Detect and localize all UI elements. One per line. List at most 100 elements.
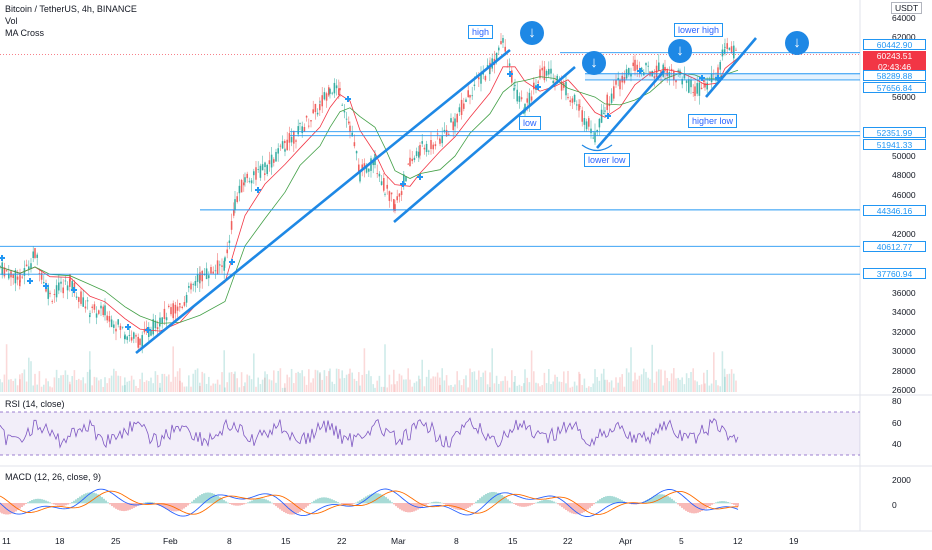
volume-bar — [448, 385, 450, 392]
volume-bar — [398, 373, 401, 392]
macd-histogram-bar — [67, 503, 69, 505]
ma-cross-indicator-label[interactable]: MA Cross — [5, 28, 45, 38]
volume-bar — [159, 387, 161, 392]
volume-bar — [214, 383, 217, 392]
price-level-label[interactable]: 51941.33 — [863, 139, 926, 150]
volume-bar — [621, 374, 623, 392]
price-tick: 32000 — [892, 327, 916, 337]
candle-body — [339, 88, 341, 91]
volume-bar — [598, 380, 601, 392]
candle-body — [581, 110, 583, 122]
symbol-title[interactable]: Bitcoin / TetherUS, 4h, BINANCE — [5, 4, 137, 14]
volume-bar — [277, 370, 279, 392]
macd-histogram-bar — [553, 501, 555, 504]
volume-bar — [0, 379, 1, 392]
candle-body — [119, 325, 122, 330]
macd-histogram-bar — [111, 503, 113, 507]
volume-bar — [518, 384, 521, 392]
macd-histogram-bar — [465, 503, 467, 509]
volume-bar — [268, 379, 271, 392]
volume-bar — [58, 378, 60, 392]
rsi-tick: 40 — [892, 439, 902, 449]
macd-histogram-bar — [667, 496, 669, 504]
candle-body — [58, 282, 60, 291]
volume-bar — [394, 384, 396, 392]
macd-histogram-bar — [257, 498, 259, 504]
candle-body — [273, 159, 275, 163]
volume-bar — [303, 376, 306, 392]
price-level-label[interactable]: 37760.94 — [863, 268, 926, 279]
time-tick: 11 — [2, 536, 11, 546]
volume-bar — [188, 375, 190, 392]
candle-body — [221, 265, 223, 267]
candle-body — [255, 167, 257, 180]
candle-body — [390, 192, 393, 195]
rsi-pane-title[interactable]: RSI (14, close) — [5, 399, 65, 409]
volume-bar — [733, 373, 735, 392]
volume-bar — [108, 378, 111, 392]
candle-body — [104, 305, 106, 316]
volume-bar — [569, 387, 571, 392]
candle-body — [117, 319, 119, 325]
price-tick: 56000 — [892, 92, 916, 102]
candle-body — [380, 181, 383, 185]
macd-histogram-bar — [33, 499, 35, 504]
candle-body — [124, 334, 126, 339]
volume-bar — [154, 371, 157, 392]
down-arrow-icon: ↓ — [520, 21, 544, 45]
candle-body — [210, 267, 212, 274]
candle-body — [55, 285, 58, 298]
macd-histogram-bar — [385, 497, 387, 504]
candle-body — [617, 77, 619, 80]
price-level-label[interactable]: 44346.16 — [863, 205, 926, 216]
price-level-label[interactable]: 60442.90 — [863, 39, 926, 50]
macd-histogram-bar — [491, 491, 493, 504]
volume-bar — [234, 371, 236, 392]
volume-bar — [600, 373, 603, 392]
volume-bar — [82, 377, 84, 392]
macd-histogram-bar — [285, 503, 287, 514]
volume-bar — [567, 370, 569, 392]
candle-body — [696, 83, 698, 94]
volume-bar — [413, 382, 416, 392]
macd-histogram-bar — [221, 498, 223, 504]
candle-body — [348, 121, 350, 124]
macd-histogram-bar — [269, 501, 271, 504]
volume-bar — [8, 379, 10, 392]
volume-bar — [393, 369, 395, 392]
macd-histogram-bar — [145, 502, 147, 504]
time-tick: 19 — [789, 536, 799, 546]
candle-body — [685, 80, 688, 83]
macd-histogram-bar — [669, 497, 671, 504]
volume-bar — [482, 372, 484, 392]
candle-body — [170, 307, 172, 315]
price-tick: 64000 — [892, 13, 916, 23]
currency-label[interactable]: USDT — [891, 2, 923, 14]
macd-histogram-bar — [311, 502, 313, 504]
macd-histogram-bar — [21, 503, 23, 507]
volume-bar — [319, 373, 321, 392]
price-level-label[interactable]: 40612.77 — [863, 241, 926, 252]
candle-body — [243, 182, 245, 186]
rsi-line — [0, 417, 739, 449]
macd-histogram-bar — [117, 503, 119, 510]
candle-body — [93, 304, 96, 310]
volume-bar — [333, 383, 336, 392]
macd-pane-title[interactable]: MACD (12, 26, close, 9) — [5, 472, 102, 482]
macd-histogram-bar — [251, 500, 253, 504]
macd-histogram-bar — [573, 503, 575, 514]
price-level-label[interactable]: 52351.99 — [863, 127, 926, 138]
current-price-label[interactable]: 60243.51 — [863, 51, 926, 62]
price-level-label[interactable]: 58289.88 — [863, 70, 926, 81]
macd-histogram-bar — [29, 501, 31, 504]
price-level-label[interactable]: 57656.84 — [863, 82, 926, 93]
macd-histogram-bar — [583, 503, 585, 513]
candle-body — [458, 107, 461, 113]
candle-body — [670, 68, 673, 71]
rsi-band — [0, 412, 860, 455]
candle-body — [383, 178, 385, 191]
volume-bar — [683, 384, 686, 392]
candle-body — [100, 305, 102, 309]
vol-indicator-label[interactable]: Vol — [5, 16, 18, 26]
